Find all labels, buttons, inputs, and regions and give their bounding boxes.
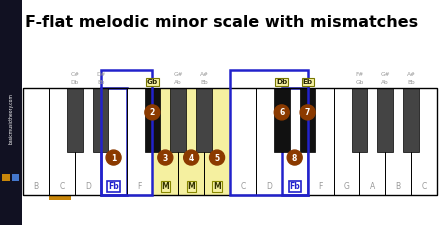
Text: B: B xyxy=(33,182,39,191)
Bar xyxy=(67,88,83,152)
Text: M: M xyxy=(213,182,221,191)
Bar xyxy=(378,88,393,152)
Text: C: C xyxy=(240,182,246,191)
Text: F: F xyxy=(137,182,142,191)
Bar xyxy=(170,88,186,152)
Text: Fb: Fb xyxy=(290,182,300,191)
Circle shape xyxy=(300,105,315,120)
Text: Eb: Eb xyxy=(303,79,313,85)
Text: C#: C# xyxy=(70,72,79,77)
Text: 8: 8 xyxy=(292,153,297,162)
Text: D: D xyxy=(85,182,91,191)
Circle shape xyxy=(274,105,289,120)
Bar xyxy=(2,174,10,181)
Text: M: M xyxy=(187,182,195,191)
Bar xyxy=(256,88,282,195)
Bar xyxy=(0,0,22,225)
Bar xyxy=(23,88,437,195)
Text: G#: G# xyxy=(381,72,390,77)
Text: B: B xyxy=(396,182,401,191)
Text: F#: F# xyxy=(355,72,363,77)
Bar xyxy=(308,88,334,195)
Text: Ab: Ab xyxy=(174,80,182,85)
Text: D#: D# xyxy=(96,72,105,77)
Bar xyxy=(12,174,19,181)
Circle shape xyxy=(158,150,173,165)
Text: C: C xyxy=(422,182,427,191)
Text: 7: 7 xyxy=(305,108,310,117)
Text: 2: 2 xyxy=(150,108,155,117)
Bar xyxy=(127,88,152,195)
Circle shape xyxy=(287,150,302,165)
Bar xyxy=(93,88,108,152)
Bar xyxy=(230,70,308,195)
Text: F: F xyxy=(319,182,323,191)
Bar xyxy=(204,88,230,195)
Text: Db: Db xyxy=(71,80,79,85)
Bar xyxy=(334,88,359,195)
Bar xyxy=(152,88,178,195)
Text: 5: 5 xyxy=(215,153,220,162)
Bar xyxy=(196,88,212,152)
Circle shape xyxy=(209,150,224,165)
Bar xyxy=(178,88,204,195)
Text: G#: G# xyxy=(173,72,183,77)
Bar xyxy=(359,88,385,195)
Text: Fb: Fb xyxy=(108,182,119,191)
Circle shape xyxy=(183,150,199,165)
Text: Ab: Ab xyxy=(381,80,389,85)
Text: Bb: Bb xyxy=(200,80,208,85)
Bar xyxy=(101,88,127,195)
Bar xyxy=(49,196,71,200)
Circle shape xyxy=(106,150,121,165)
Bar xyxy=(385,88,411,195)
Bar xyxy=(230,88,256,195)
Text: 6: 6 xyxy=(279,108,284,117)
Text: Bb: Bb xyxy=(407,80,415,85)
Text: Eb: Eb xyxy=(97,80,104,85)
Bar xyxy=(403,88,419,152)
Text: 4: 4 xyxy=(189,153,194,162)
Text: A#: A# xyxy=(407,72,415,77)
Text: D: D xyxy=(266,182,272,191)
Bar xyxy=(101,70,152,195)
Text: F-flat melodic minor scale with mismatches: F-flat melodic minor scale with mismatch… xyxy=(26,15,418,30)
Circle shape xyxy=(145,105,160,120)
Text: C: C xyxy=(59,182,64,191)
Text: basicmusictheory.com: basicmusictheory.com xyxy=(8,92,14,144)
Text: 3: 3 xyxy=(163,153,168,162)
Text: G: G xyxy=(344,182,349,191)
Text: A#: A# xyxy=(200,72,209,77)
Bar xyxy=(352,88,367,152)
Bar xyxy=(282,88,308,195)
Text: A: A xyxy=(370,182,375,191)
Bar xyxy=(49,88,75,195)
Bar xyxy=(274,88,290,152)
Text: M: M xyxy=(161,182,169,191)
Bar xyxy=(75,88,101,195)
Bar xyxy=(411,88,437,195)
Text: Db: Db xyxy=(276,79,287,85)
Text: Gb: Gb xyxy=(355,80,363,85)
Text: 1: 1 xyxy=(111,153,116,162)
Bar xyxy=(300,88,315,152)
Bar xyxy=(145,88,160,152)
Text: Gb: Gb xyxy=(147,79,158,85)
Bar xyxy=(23,88,49,195)
